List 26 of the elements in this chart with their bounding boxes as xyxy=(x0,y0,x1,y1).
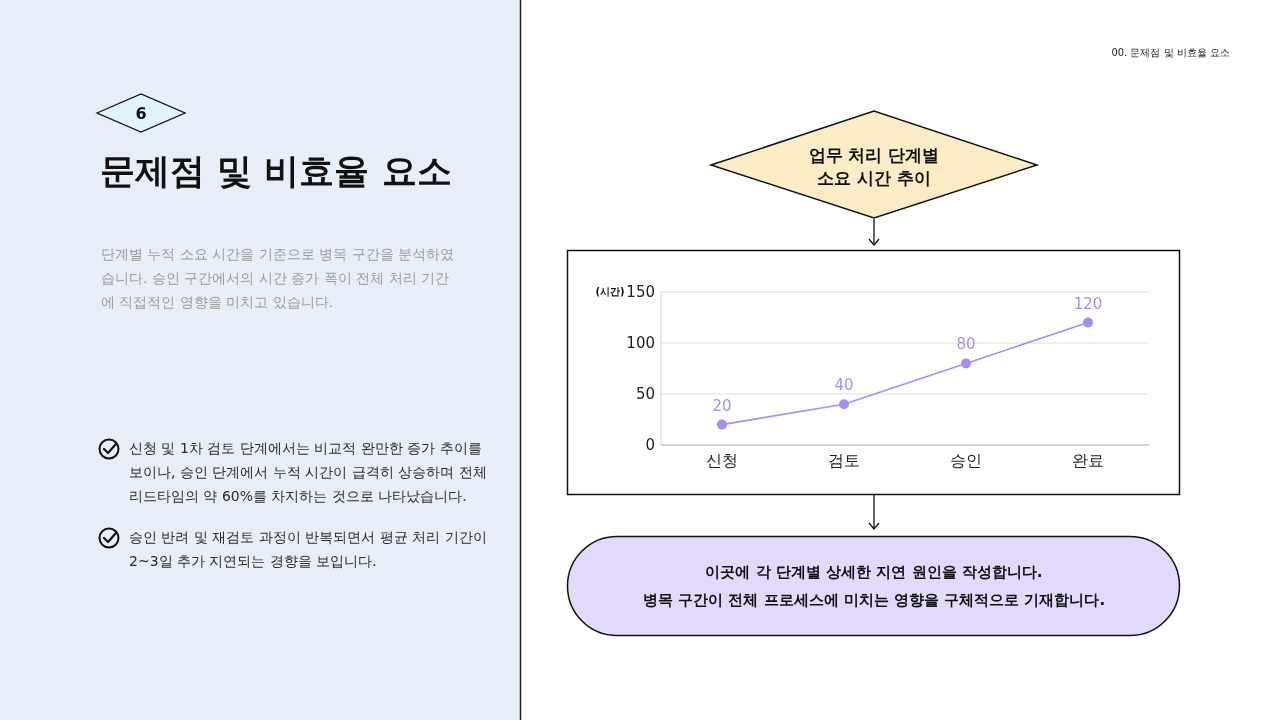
y-tick-label: 50 xyxy=(635,385,655,403)
point xyxy=(839,399,849,410)
x-tick-label: 검토 xyxy=(828,450,860,470)
text: 승인 반려 및 재검토 과정이 반복되면서 평균 처리 기간이 2~3일 추가 지연되는 경향을 보입니다. xyxy=(129,529,487,569)
point xyxy=(961,358,971,369)
text: 6 xyxy=(135,103,147,123)
data-label: 120 xyxy=(1073,294,1103,313)
y-tick-label: 100 xyxy=(626,334,655,352)
text: 00. 문제점 및 비효율 요소 xyxy=(1111,46,1230,58)
text: 신청 및 1차 검토 단계에서는 비교적 완만한 증가 추이를 보이나, 승인 단계에서 누적 시간이 급격히 상승하며 전체 리드타임의 약 60%를 차지하는 것으로 나타났습니다. xyxy=(129,440,487,504)
chart-title: 업무 처리 단계별 소요 시간 추이 xyxy=(808,144,940,188)
data-label: 20 xyxy=(712,396,732,415)
data-label: 40 xyxy=(834,376,854,395)
text: 이곳에 각 단계별 상세한 지연 원인을 작성합니다. xyxy=(705,563,1043,581)
x-tick-label: 완료 xyxy=(1072,450,1104,470)
y-tick-label: 0 xyxy=(645,436,655,454)
text: 문제점 및 비효율 요소 xyxy=(100,151,452,191)
point xyxy=(1083,317,1093,328)
data-label: 80 xyxy=(956,335,976,354)
x-tick-label: 신청 xyxy=(706,450,738,470)
point xyxy=(717,419,727,430)
y-tick-label: 150 xyxy=(626,283,655,301)
y-axis-title: (시간) xyxy=(595,285,625,297)
text: 병목 구간이 전체 프로세스에 미치는 영향을 구체적으로 기재합니다. xyxy=(642,591,1106,609)
text: 단계별 누적 소요 시간을 기준으로 병목 구간을 분석하였습니다. 승인 구간에서의 시간 증가 폭이 전체 처리 기간에 직접적인 영향을 미치고 있습니다. xyxy=(101,246,455,310)
x-tick-label: 승인 xyxy=(950,450,982,470)
